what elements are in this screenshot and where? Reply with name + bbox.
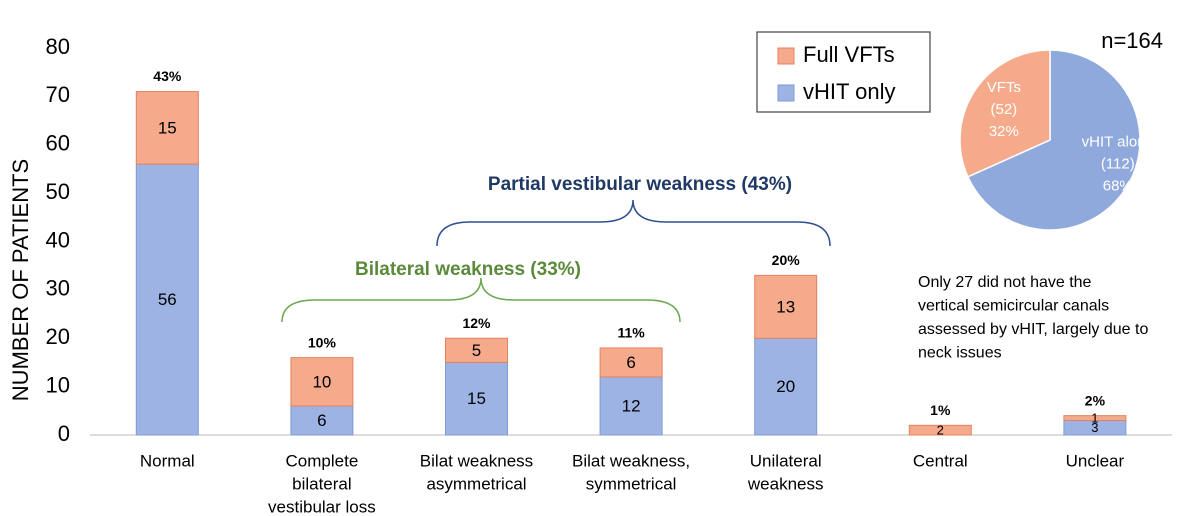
pie-label: vHIT alone [1082, 133, 1154, 150]
bar-segment [290, 405, 354, 436]
pie-label: VFTs [987, 79, 1021, 96]
bar-segment [445, 337, 508, 363]
bar-segment [135, 91, 199, 165]
brace [436, 199, 831, 247]
x-tick-label: Central [913, 451, 968, 470]
note: neck issues [918, 345, 1002, 362]
note: Only 27 did not have the [918, 274, 1092, 291]
pie-label: 32% [989, 123, 1019, 140]
data-label: 1 [1091, 411, 1098, 426]
x-tick-label: Unilateral [750, 451, 822, 470]
y-tick-label: 10 [46, 372, 70, 397]
legend-swatch [777, 84, 795, 102]
total-label: 11% [617, 325, 645, 341]
bar-segment [754, 274, 818, 339]
data-label: 10 [312, 372, 331, 391]
total-label: 2% [1085, 392, 1106, 408]
bar-segment [290, 357, 354, 407]
pie-slice [966, 49, 1141, 231]
bar-segment [908, 424, 972, 436]
y-tick-label: 80 [46, 34, 70, 59]
data-label: 15 [467, 389, 486, 408]
pie-label: 68% [1103, 177, 1133, 194]
data-label: 2 [937, 423, 944, 438]
total-label: 1% [930, 402, 951, 418]
bar-segment [599, 376, 663, 436]
note: assessed by vHIT, largely due to [918, 321, 1148, 338]
legend-swatch [777, 47, 795, 65]
pie-label: (52) [990, 101, 1017, 118]
x-tick-label: asymmetrical [426, 474, 526, 493]
pie-slice [959, 49, 1051, 178]
y-axis-label: NUMBER OF PATIENTS [8, 159, 33, 401]
x-tick-label: Unclear [1066, 451, 1125, 470]
data-label: 56 [158, 290, 177, 309]
y-tick-label: 40 [46, 227, 70, 252]
x-tick-label: Bilat weakness, [572, 451, 690, 470]
y-tick-label: 60 [46, 131, 70, 156]
annotation: Bilateral weakness (33%) [355, 259, 581, 280]
x-tick-label: Complete [286, 451, 359, 470]
bar-segment [1063, 415, 1127, 421]
y-tick-label: 70 [46, 82, 70, 107]
y-tick-label: 0 [58, 421, 70, 446]
note: vertical semicircular canals [918, 298, 1109, 315]
total-label: 43% [153, 68, 182, 84]
x-tick-label: Normal [140, 451, 195, 470]
bar-segment [599, 347, 663, 378]
data-label: 13 [776, 297, 795, 316]
total-label: 12% [462, 315, 491, 331]
y-tick-label: 20 [46, 324, 70, 349]
data-label: 6 [626, 353, 635, 372]
legend-label: Full VFTs [803, 42, 895, 67]
brace [281, 277, 681, 323]
x-tick-label: vestibular loss [268, 497, 376, 516]
x-tick-label: symmetrical [586, 474, 677, 493]
total-label: 10% [308, 334, 337, 350]
x-tick-label: Bilat weakness [420, 451, 533, 470]
x-tick-label: bilateral [292, 474, 352, 493]
data-label: 6 [317, 411, 326, 430]
total-label: 20% [772, 252, 801, 268]
y-tick-label: 30 [46, 276, 70, 301]
bar-segment [445, 361, 508, 436]
data-label: 5 [472, 341, 481, 360]
pie-label: (112) [1101, 155, 1135, 172]
data-label: 20 [776, 377, 795, 396]
pie-title: n=164 [1101, 28, 1163, 53]
data-label: 3 [1091, 420, 1098, 435]
y-tick-label: 50 [46, 179, 70, 204]
x-tick-label: weakness [747, 474, 824, 493]
data-label: 12 [622, 396, 641, 415]
annotation: Partial vestibular weakness (43%) [488, 174, 792, 195]
legend-label: vHIT only [803, 79, 896, 104]
data-label: 15 [158, 118, 177, 137]
